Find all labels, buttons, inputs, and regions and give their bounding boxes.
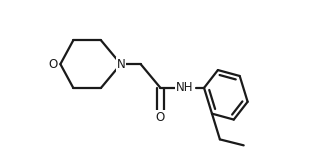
Text: O: O bbox=[156, 111, 165, 124]
Text: NH: NH bbox=[176, 81, 193, 94]
Text: O: O bbox=[48, 58, 58, 71]
Text: N: N bbox=[116, 58, 125, 71]
